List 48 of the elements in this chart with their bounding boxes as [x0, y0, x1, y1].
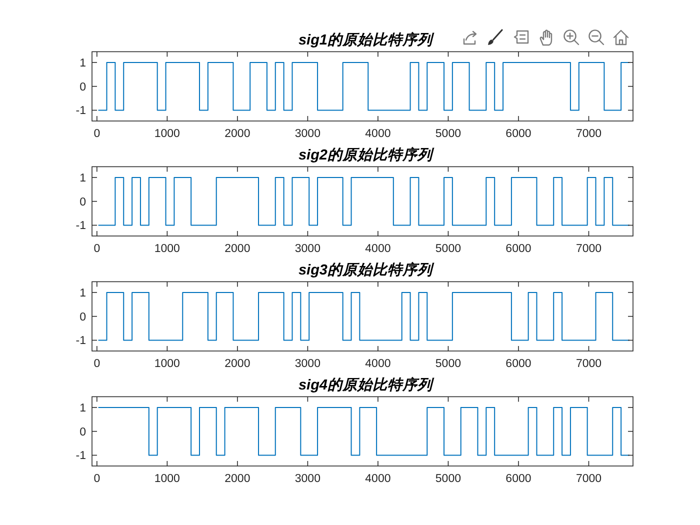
x-tick-label: 0	[94, 128, 100, 140]
y-tick-label: 1	[80, 402, 86, 414]
x-tick-label: 2000	[224, 473, 250, 485]
x-tick-label: 5000	[435, 243, 462, 255]
x-tick-label: 5000	[435, 358, 462, 370]
x-tick-label: 1000	[154, 243, 180, 255]
y-tick-label: 1	[80, 287, 86, 300]
y-tick-label: 1	[80, 172, 86, 184]
x-tick-label: 0	[94, 243, 100, 255]
x-tick-label: 1000	[154, 128, 180, 140]
x-tick-label: 3000	[294, 358, 320, 370]
y-tick-label: 0	[80, 196, 86, 208]
x-tick-label: 0	[94, 358, 100, 370]
x-tick-label: 7000	[576, 243, 602, 255]
x-tick-label: 4000	[365, 243, 391, 255]
x-tick-label: 4000	[365, 358, 391, 370]
x-tick-label: 5000	[435, 473, 462, 485]
x-tick-label: 3000	[294, 473, 320, 485]
x-tick-label: 3000	[294, 243, 320, 255]
x-tick-label: 2000	[224, 243, 250, 255]
y-tick-label: -1	[76, 220, 86, 232]
x-tick-label: 6000	[506, 473, 532, 485]
x-tick-label: 1000	[154, 358, 180, 370]
x-tick-label: 6000	[506, 358, 532, 370]
y-tick-label: -1	[76, 105, 86, 118]
x-tick-label: 4000	[365, 473, 391, 485]
chart-title: sig1的原始比特序列	[298, 32, 435, 49]
x-tick-label: 2000	[224, 128, 250, 140]
y-tick-label: 0	[80, 426, 86, 438]
x-tick-label: 1000	[154, 473, 180, 485]
chart-title: sig3的原始比特序列	[298, 262, 435, 279]
x-tick-label: 5000	[435, 128, 462, 140]
x-tick-label: 7000	[576, 473, 602, 485]
x-tick-label: 3000	[294, 128, 320, 140]
x-tick-label: 7000	[576, 358, 602, 370]
x-tick-label: 4000	[365, 128, 391, 140]
y-tick-label: 0	[80, 311, 86, 324]
x-tick-label: 0	[94, 473, 100, 485]
x-tick-label: 7000	[576, 128, 602, 140]
y-tick-label: 1	[80, 57, 86, 70]
chart-title: sig4的原始比特序列	[298, 376, 435, 394]
y-tick-label: -1	[76, 450, 86, 462]
x-tick-label: 6000	[506, 243, 532, 255]
x-tick-label: 2000	[224, 358, 250, 370]
chart-title: sig2的原始比特序列	[298, 146, 435, 164]
x-tick-label: 6000	[506, 128, 532, 140]
y-tick-label: -1	[76, 335, 86, 348]
y-tick-label: 0	[80, 81, 86, 94]
